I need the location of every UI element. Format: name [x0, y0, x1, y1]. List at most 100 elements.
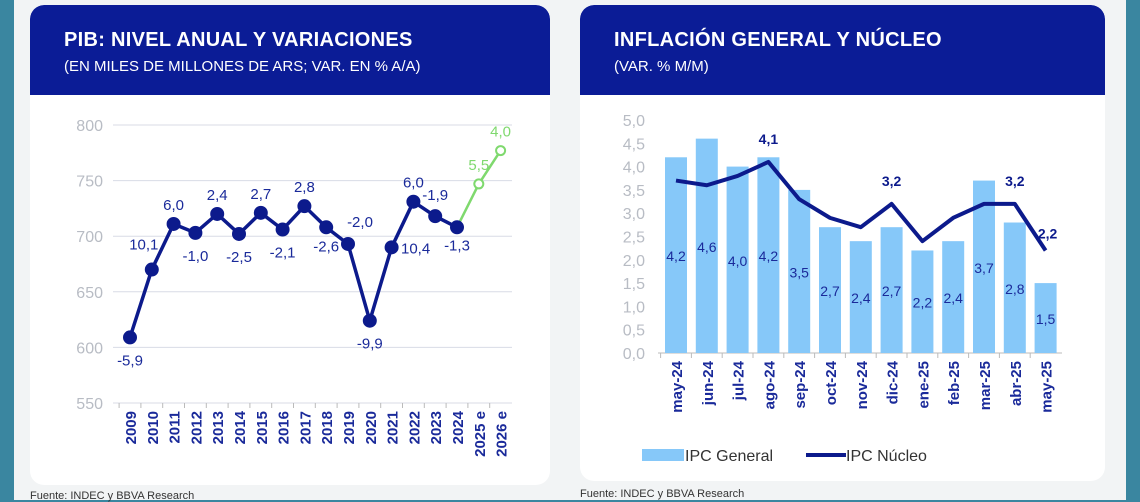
x-tick-label: mar-25: [977, 361, 994, 410]
ipc-general-label: 4,6: [697, 239, 717, 255]
ipc-general-bar: [757, 157, 780, 353]
y-tick-label: 1,5: [623, 276, 645, 293]
x-tick-label: feb-25: [946, 361, 963, 405]
gdp-point: [144, 262, 159, 277]
x-tick-label: 2022: [406, 411, 423, 444]
ipc-general-bar: [880, 227, 903, 353]
ipc-general-bar: [1034, 283, 1057, 353]
gdp-data-label: 2,8: [294, 179, 315, 196]
y-tick-label: 600: [76, 340, 103, 357]
x-tick-label: 2016: [276, 411, 293, 444]
gdp-data-label: 10,1: [129, 237, 158, 254]
y-tick-label: 1,0: [623, 299, 645, 316]
inflation-title: INFLACIÓN GENERAL Y NÚCLEO: [614, 29, 942, 51]
gdp-line-actual: [128, 199, 458, 338]
x-tick-label: may-24: [669, 360, 686, 412]
x-tick-label: 2018: [319, 411, 336, 444]
ipc-general-label: 1,5: [1036, 311, 1056, 327]
ipc-nucleo-label: 2,2: [1038, 225, 1058, 241]
x-tick-label: oct-24: [823, 360, 840, 405]
gdp-point: [188, 225, 203, 240]
ipc-nucleo-label: 3,2: [1005, 173, 1025, 189]
x-tick-label: jul-24: [731, 360, 748, 401]
x-tick-label: 2010: [145, 411, 162, 444]
y-tick-label: 0,5: [623, 323, 645, 340]
gdp-point: [495, 145, 507, 157]
x-tick-label: 2013: [210, 411, 227, 444]
gdp-data-label: 4,0: [490, 124, 511, 141]
x-tick-label: sep-24: [792, 360, 809, 408]
x-tick-label: 2009: [123, 411, 140, 444]
y-tick-label: 2,0: [623, 253, 645, 270]
y-tick-label: 4,0: [623, 160, 645, 177]
x-tick-label: jun-24: [700, 360, 717, 406]
gdp-data-label: -2,1: [270, 245, 296, 262]
x-tick-label: 2015: [254, 411, 271, 444]
gdp-data-label: 6,0: [403, 175, 424, 192]
x-tick-label: 2020: [363, 411, 380, 444]
gdp-source: Fuente: INDEC y BBVA Research: [30, 490, 195, 502]
ipc-nucleo-label: 3,2: [882, 173, 902, 189]
y-tick-label: 5,0: [623, 113, 645, 130]
x-tick-label: 2026 e: [494, 411, 511, 457]
ipc-general-label: 3,5: [789, 264, 809, 280]
gdp-data-label: -2,0: [347, 214, 373, 231]
y-tick-label: 4,5: [623, 136, 645, 153]
gdp-point: [341, 236, 355, 251]
x-tick-label: may-25: [1039, 361, 1056, 413]
gdp-point: [428, 209, 443, 224]
x-tick-label: 2011: [167, 411, 184, 444]
ipc-general-bar: [819, 227, 841, 353]
ipc-general-label: 4,0: [728, 253, 748, 269]
gdp-point: [406, 194, 421, 209]
ipc-nucleo-line: [675, 159, 1048, 252]
ipc-general-label: 2,7: [882, 283, 902, 299]
ipc-general-label: 2,8: [1005, 281, 1025, 297]
gdp-point: [473, 178, 485, 190]
x-tick-label: dic-24: [885, 360, 902, 404]
legend-label-ipc-nucleo: IPC Núcleo: [846, 448, 927, 465]
y-tick-label: 800: [76, 118, 103, 135]
gdp-data-label: 5,5: [468, 157, 489, 174]
gdp-data-label: 10,4: [401, 240, 430, 257]
gdp-data-label: 2,4: [207, 187, 228, 204]
ipc-general-label: 2,4: [851, 290, 871, 306]
x-tick-label: ene-25: [915, 361, 932, 409]
ipc-general-label: 2,2: [913, 295, 933, 311]
ipc-general-bar: [665, 157, 687, 353]
inflation-header: INFLACIÓN GENERAL Y NÚCLEO (VAR. % M/M): [580, 5, 1105, 95]
gdp-point: [166, 216, 181, 231]
gdp-point: [450, 220, 464, 235]
gdp-header: PIB: NIVEL ANUAL Y VARIACIONES (EN MILES…: [30, 5, 550, 95]
y-tick-label: 650: [76, 285, 103, 302]
ipc-general-label: 4,2: [759, 248, 779, 264]
x-tick-label: 2019: [341, 411, 358, 444]
ipc-general-bar: [942, 241, 965, 353]
inflation-source: Fuente: INDEC y BBVA Research: [580, 488, 745, 500]
ipc-general-bar: [788, 189, 811, 353]
ipc-general-bar: [911, 250, 934, 353]
gdp-data-label: 6,0: [163, 197, 184, 214]
x-tick-label: nov-24: [854, 360, 871, 409]
legend-label-ipc-general: IPC General: [685, 448, 773, 465]
x-tick-label: 2023: [428, 411, 445, 444]
ipc-general-bar: [973, 180, 995, 353]
ipc-general-bar: [1003, 222, 1026, 353]
y-tick-label: 3,5: [623, 183, 645, 200]
ipc-general-label: 3,7: [974, 260, 994, 276]
ipc-general-bar: [695, 138, 718, 353]
gdp-point: [297, 199, 312, 214]
x-tick-label: 2021: [385, 411, 402, 444]
gdp-data-label: 2,7: [250, 186, 271, 203]
gdp-data-label: -1,9: [422, 187, 448, 204]
x-tick-label: ago-24: [761, 360, 778, 409]
gdp-title: PIB: NIVEL ANUAL Y VARIACIONES: [64, 29, 413, 51]
gdp-subtitle: (EN MILES DE MILLONES DE ARS; VAR. EN % …: [64, 58, 421, 75]
x-tick-label: 2014: [232, 410, 249, 444]
ipc-general-bar: [726, 166, 749, 353]
ipc-general-label: 2,4: [943, 290, 963, 306]
gdp-point: [253, 205, 268, 220]
x-tick-label: 2024: [450, 410, 467, 444]
gdp-data-label: -1,0: [182, 248, 208, 265]
